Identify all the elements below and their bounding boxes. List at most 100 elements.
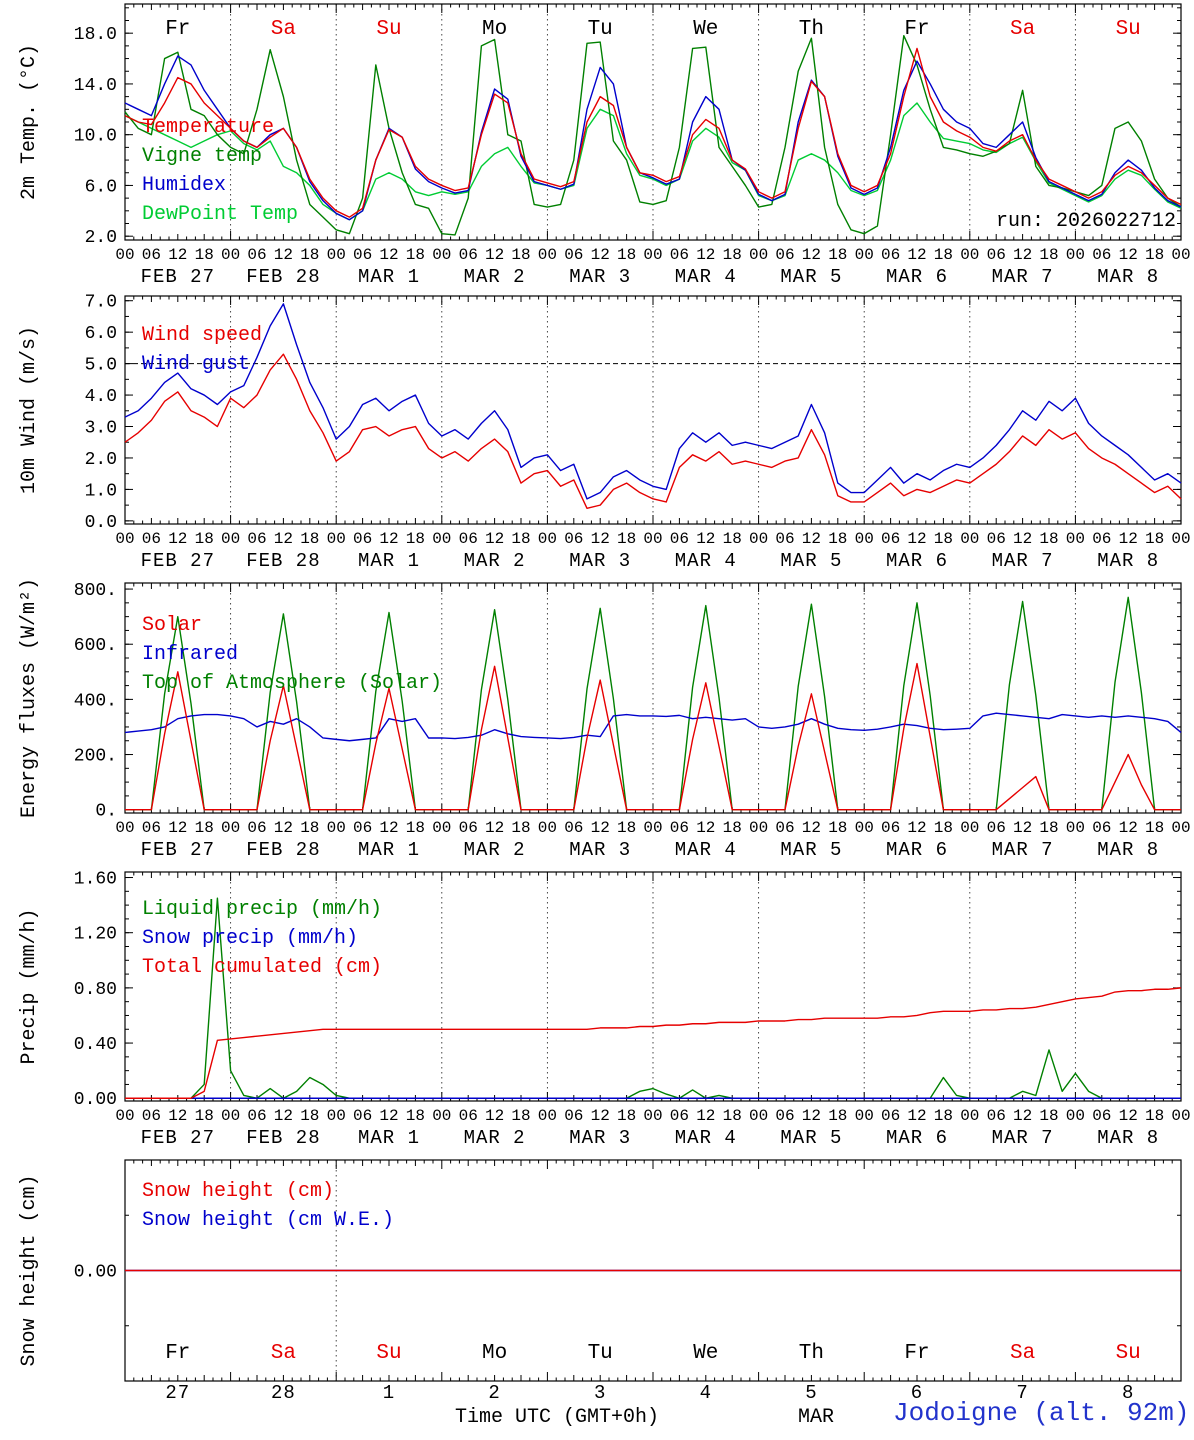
date-label: MAR 1	[358, 266, 420, 288]
date-label: MAR 4	[675, 839, 737, 861]
model-credits: MARv3.14 model forced by GFS (c) Lab. of…	[3, 1400, 399, 1440]
day-number-label: 2	[488, 1382, 500, 1404]
hour-label: 12	[802, 530, 821, 548]
date-label: FEB 27	[141, 550, 215, 572]
date-label: MAR 5	[780, 1127, 842, 1149]
hour-label: 18	[828, 1107, 847, 1125]
panel-precip: 0.00 0.40 0.80 1.20 1.60 Liquid precip (mm/h)…	[18, 870, 1191, 1149]
time-tick-labels: 00 06 12 18 00 06 12 18 00 06 12 18 00 06 12 18 00 06 12 18…	[115, 530, 1190, 548]
grid-lines	[230, 583, 1076, 813]
series-solar	[125, 662, 1181, 811]
hour-label: 12	[1119, 1107, 1138, 1125]
hour-label: 18	[828, 530, 847, 548]
weekday-label: Fr	[165, 18, 190, 41]
hour-label: 12	[1119, 819, 1138, 837]
hour-label: 18	[934, 530, 953, 548]
hour-label: 06	[987, 819, 1006, 837]
date-label: MAR 7	[992, 839, 1054, 861]
hour-label: 06	[775, 1107, 794, 1125]
hour-label: 18	[511, 1107, 530, 1125]
date-label: FEB 28	[246, 839, 320, 861]
hour-label: 06	[670, 530, 689, 548]
y-tick-label: 6.0	[85, 177, 117, 197]
hour-label: 06	[353, 819, 372, 837]
hour-label: 18	[617, 530, 636, 548]
legend: Temperature Vigne temp Humidex DewPoint Tem…	[142, 116, 298, 226]
hour-label: 18	[406, 530, 425, 548]
hour-label: 18	[934, 819, 953, 837]
hour-label: 12	[274, 819, 293, 837]
hour-label: 06	[881, 1107, 900, 1125]
hour-label: 00	[1171, 1107, 1190, 1125]
hour-label: 06	[987, 530, 1006, 548]
legend-dewpoint-temp: DewPoint Temp	[142, 203, 298, 226]
hour-label: 18	[195, 246, 214, 264]
date-label: MAR 1	[358, 550, 420, 572]
date-label: MAR 7	[992, 1127, 1054, 1149]
y-tick-labels: 0.00	[74, 1263, 117, 1283]
hour-label: 00	[221, 819, 240, 837]
hour-label: 18	[934, 246, 953, 264]
hour-label: 06	[142, 1107, 161, 1125]
hour-label: 18	[1039, 1107, 1058, 1125]
legend-wind-gust: Wind gust	[142, 353, 250, 376]
hour-label: 12	[168, 530, 187, 548]
weekday-label: Mo	[482, 1342, 507, 1365]
legend-wind-speed: Wind speed	[142, 324, 262, 347]
hour-label: 18	[406, 1107, 425, 1125]
date-label: MAR 4	[675, 550, 737, 572]
axis-ticks	[124, 4, 1182, 240]
hour-label: 12	[274, 530, 293, 548]
hour-label: 18	[617, 1107, 636, 1125]
hour-label: 06	[353, 1107, 372, 1125]
date-label: FEB 27	[141, 266, 215, 288]
date-label: MAR 1	[358, 839, 420, 861]
date-labels: FEB 27 FEB 28 MAR 1 MAR 2 MAR 3 MAR 4 MAR 5 MAR…	[141, 1127, 1159, 1149]
date-label: MAR 2	[464, 550, 526, 572]
weekday-label: Th	[799, 1342, 824, 1365]
weekday-label: Su	[1116, 1342, 1141, 1365]
legend: Liquid precip (mm/h) Snow precip (mm/h) To…	[142, 898, 382, 979]
hour-label: 18	[1145, 1107, 1164, 1125]
day-number-label: 8	[1122, 1382, 1134, 1404]
hour-label: 00	[327, 1107, 346, 1125]
day-number-label: 1	[383, 1382, 395, 1404]
hour-label: 06	[1092, 246, 1111, 264]
hour-label: 18	[195, 530, 214, 548]
legend-solar: Solar	[142, 614, 202, 637]
weekday-label: Mo	[482, 18, 507, 41]
hour-label: 06	[775, 530, 794, 548]
hour-label: 00	[115, 530, 134, 548]
hour-label: 06	[247, 1107, 266, 1125]
date-label: FEB 28	[246, 550, 320, 572]
grid-lines	[230, 296, 1076, 524]
date-label: MAR 8	[1097, 266, 1159, 288]
hour-label: 18	[1039, 246, 1058, 264]
run-label: run: 2026022712	[996, 210, 1176, 233]
date-label: MAR 2	[464, 266, 526, 288]
hour-label: 06	[247, 530, 266, 548]
time-tick-labels: 00 06 12 18 00 06 12 18 00 06 12 18 00 06 12 18 00 06 12 18…	[115, 1107, 1190, 1125]
y-tick-label: 0.80	[74, 980, 117, 1000]
y-axis-title: Precip (mm/h)	[18, 908, 41, 1064]
y-tick-label: 0.00	[74, 1263, 117, 1283]
hour-label: 00	[749, 530, 768, 548]
hour-label: 00	[1066, 530, 1085, 548]
day-number-label: 5	[805, 1382, 817, 1404]
series-vigne-temp	[124, 35, 1182, 236]
weekday-label: Fr	[904, 1342, 929, 1365]
hour-label: 00	[855, 246, 874, 264]
date-labels: FEB 27 FEB 28 MAR 1 MAR 2 MAR 3 MAR 4 MAR 5 MAR…	[141, 550, 1159, 572]
date-label: MAR 5	[780, 550, 842, 572]
hour-label: 18	[1039, 819, 1058, 837]
y-tick-label: 5.0	[85, 356, 117, 376]
date-label: FEB 28	[246, 1127, 320, 1149]
date-label: MAR 4	[675, 1127, 737, 1149]
hour-label: 00	[1171, 819, 1190, 837]
day-number-label: 27	[165, 1382, 190, 1404]
series-total-cumulated-cm	[125, 987, 1182, 1099]
hour-label: 00	[1066, 246, 1085, 264]
hour-label: 18	[723, 246, 742, 264]
hour-label: 12	[1013, 530, 1032, 548]
legend-total-cumulated-cm: Total cumulated (cm)	[142, 956, 382, 979]
